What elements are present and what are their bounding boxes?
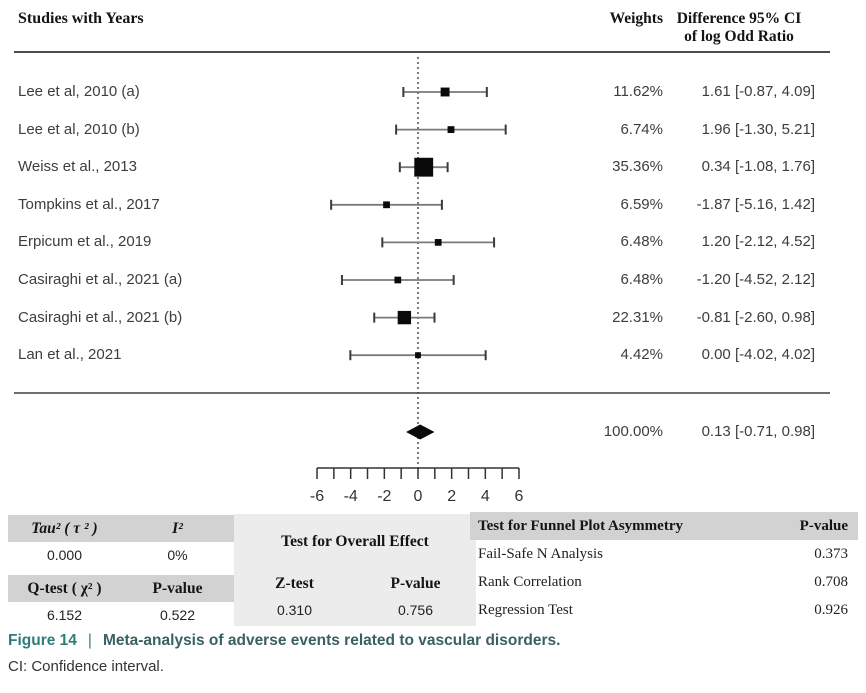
i2-value: 0% <box>167 547 188 563</box>
header-rule <box>14 51 830 53</box>
z-p-value-header: P-value <box>390 575 441 592</box>
q-test-header: Q-test ( χ² ) <box>27 580 102 597</box>
q-p-value-header: P-value <box>152 580 203 597</box>
forest-plot: -6 -4 -2 0 2 4 6 <box>310 57 524 505</box>
ci-value: -0.81 [-2.60, 0.98] <box>696 308 815 326</box>
forest-marker <box>394 276 402 284</box>
axis-tick-label: 6 <box>515 488 524 505</box>
ci-value: -1.87 [-5.16, 1.42] <box>696 195 815 213</box>
weight-value: 6.48% <box>620 233 663 251</box>
overall-effect-header: Test for Overall Effect <box>281 533 429 550</box>
funnel-row-value: 0.373 <box>814 546 848 562</box>
forest-row <box>340 275 455 285</box>
ci-value: 1.96 [-1.30, 5.21] <box>701 120 815 138</box>
q-test-value: 6.152 <box>46 607 83 623</box>
axis-tick-label: 0 <box>414 488 423 505</box>
funnel-row-value: 0.926 <box>814 602 848 618</box>
caption-title: Meta-analysis of adverse events related … <box>102 632 561 649</box>
funnel-row: Regression Test 0.926 <box>470 596 858 624</box>
axis-tick-label: 4 <box>481 488 490 505</box>
weights-column-header: Weights <box>609 10 663 27</box>
study-label: Weiss et al., 2013 <box>18 158 137 176</box>
q-p-value: 0.522 <box>159 607 196 623</box>
forest-marker <box>397 310 412 325</box>
forest-row <box>398 157 449 177</box>
weight-value: 6.59% <box>620 195 663 213</box>
total-separator-rule <box>14 392 830 394</box>
effect-header-line2: of log Odd Ratio <box>684 28 794 45</box>
funnel-p-value-header: P-value <box>799 518 848 534</box>
caption-separator: | <box>87 632 92 649</box>
weight-value: 35.36% <box>612 158 663 176</box>
forest-marker <box>434 239 442 246</box>
funnel-row-label: Regression Test <box>478 602 573 618</box>
caption-note: CI: Confidence interval. <box>8 658 164 675</box>
z-test-value: 0.310 <box>276 602 313 618</box>
ci-value: 0.00 [-4.02, 4.02] <box>701 346 815 364</box>
funnel-table-header: Test for Funnel Plot Asymmetry <box>478 518 683 534</box>
figure-number-label: Figure 14 <box>8 632 77 649</box>
study-label: Casiraghi et al., 2021 (b) <box>18 308 183 326</box>
figure-caption: Figure 14 | Meta-analysis of adverse event… <box>8 632 560 650</box>
study-label: Erpicum et al., 2019 <box>18 233 152 251</box>
overall-effect-table: Test for Overall Effect Z-test P-value 0… <box>234 514 476 626</box>
tau2-header: Tau² ( τ ² ) <box>31 520 98 537</box>
z-p-value: 0.756 <box>397 602 434 618</box>
forest-marker <box>447 126 455 134</box>
study-label: Lan et al., 2021 <box>18 346 122 364</box>
funnel-row: Rank Correlation 0.708 <box>470 568 858 596</box>
overall-ci-value: 0.13 [-0.71, 0.98] <box>701 423 815 440</box>
forest-marker <box>440 87 450 97</box>
axis-tick-label: -2 <box>377 488 391 505</box>
forest-marker <box>414 157 434 177</box>
overall-diamond <box>406 424 435 440</box>
ci-value: -1.20 [-4.52, 2.12] <box>696 271 815 288</box>
effect-header-line1: Difference 95% CI <box>676 10 802 27</box>
funnel-asymmetry-table: Test for Funnel Plot Asymmetry P-value F… <box>470 512 858 624</box>
ci-value: 0.34 [-1.08, 1.76] <box>701 158 815 176</box>
weight-value: 4.42% <box>620 346 663 364</box>
weight-value: 11.62% <box>613 83 663 100</box>
forest-row <box>381 237 496 248</box>
effect-column-header: Difference 95% CI of log Odd Ratio <box>663 10 815 46</box>
funnel-row-label: Fail-Safe N Analysis <box>478 546 603 562</box>
stats-panel: Tau² ( τ ² ) I² 0.000 0% Q-test ( χ² ) P… <box>8 512 858 626</box>
weight-value: 6.74% <box>620 120 663 138</box>
tau2-value: 0.000 <box>46 547 83 563</box>
study-label: Tompkins et al., 2017 <box>18 195 160 213</box>
forest-row <box>330 199 443 210</box>
weight-value: 22.31% <box>612 308 663 326</box>
study-label: Lee et al, 2010 (a) <box>18 83 140 100</box>
forest-row <box>373 310 436 325</box>
z-test-header: Z-test <box>275 575 314 592</box>
forest-row <box>395 124 507 135</box>
axis-tick-label: -6 <box>310 488 324 505</box>
ci-value: 1.61 [-0.87, 4.09] <box>701 83 815 100</box>
funnel-row: Fail-Safe N Analysis 0.373 <box>470 540 858 568</box>
i2-header: I² <box>172 520 183 537</box>
funnel-row-value: 0.708 <box>814 574 848 590</box>
weight-value: 6.48% <box>620 271 663 288</box>
study-label: Casiraghi et al., 2021 (a) <box>18 271 183 288</box>
studies-column: Lee et al, 2010 (a) Lee et al, 2010 (b) We… <box>18 0 308 512</box>
forest-row <box>402 87 488 97</box>
forest-row <box>349 350 487 361</box>
studies-column-header: Studies with Years <box>18 10 144 27</box>
axis-tick-label: 2 <box>447 488 456 505</box>
forest-marker <box>415 352 421 359</box>
forest-marker <box>383 201 390 209</box>
axis-tick-label: -4 <box>344 488 358 505</box>
overall-weight-value: 100.00% <box>603 423 663 440</box>
study-label: Lee et al, 2010 (b) <box>18 120 140 138</box>
ci-column: 1.61 [-0.87, 4.09] 1.96 [-1.30, 5.21] 0.34… <box>658 0 815 512</box>
funnel-row-label: Rank Correlation <box>478 574 582 590</box>
weights-column: 11.62% 6.74% 35.36% 6.59% 6.48% 6.48% 22.31% 4.… <box>545 0 663 512</box>
ci-value: 1.20 [-2.12, 4.52] <box>701 233 815 251</box>
heterogeneity-table: Tau² ( τ ² ) I² 0.000 0% Q-test ( χ² ) P… <box>8 515 234 629</box>
